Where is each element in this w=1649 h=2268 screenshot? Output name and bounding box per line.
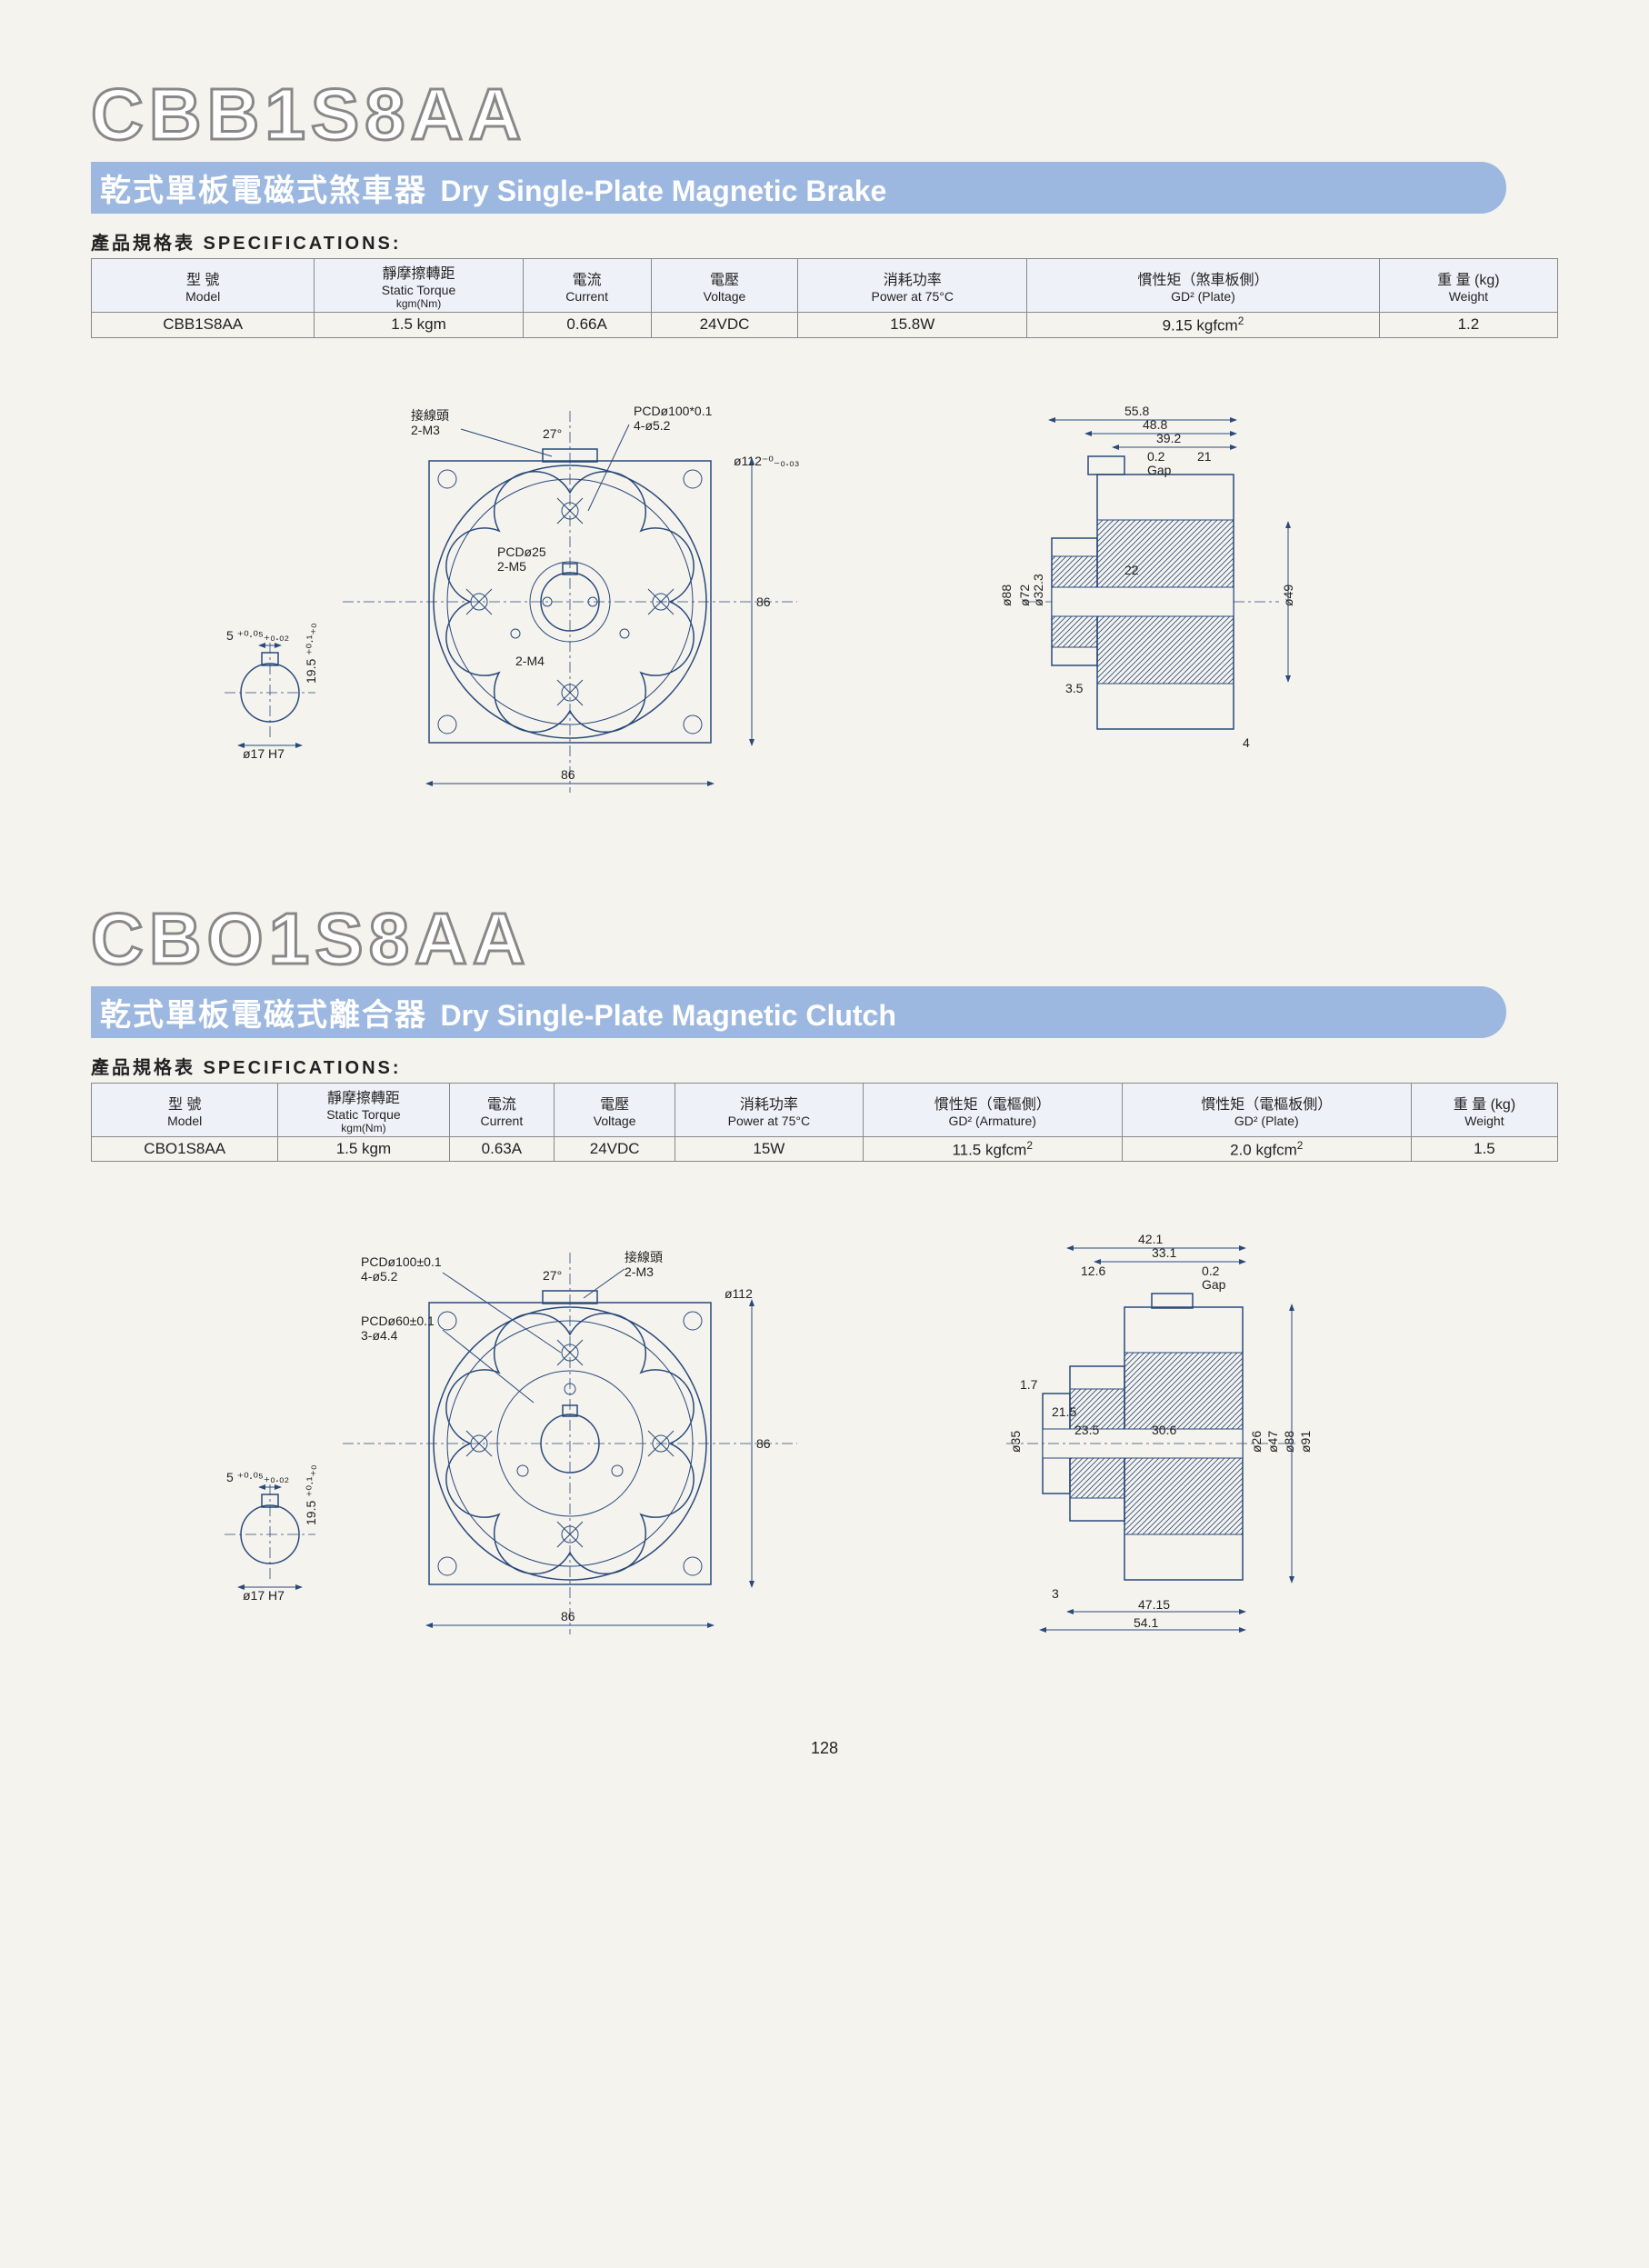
cell: 1.5 kgm — [278, 1136, 449, 1162]
cell: 1.5 — [1411, 1136, 1557, 1162]
svg-text:55.8: 55.8 — [1124, 404, 1149, 418]
cell: 24VDC — [555, 1136, 675, 1162]
svg-text:27°: 27° — [543, 1268, 562, 1283]
cell: 9.15 kgfcm2 — [1027, 313, 1380, 338]
svg-text:33.1: 33.1 — [1152, 1245, 1176, 1260]
svg-text:PCDø252-M5: PCDø252-M5 — [497, 545, 546, 574]
svg-text:27°: 27° — [543, 426, 562, 441]
subtitle-bar: 乾式單板電磁式離合器 Dry Single-Plate Magnetic Clu… — [91, 986, 1506, 1038]
svg-text:3: 3 — [1052, 1586, 1059, 1601]
svg-text:86: 86 — [756, 1436, 771, 1451]
col-header: 重 量 (kg)Weight — [1379, 259, 1557, 313]
drawing-area-1: 5 ⁺⁰·⁰⁵₊₀.₀₂ 19.5 ⁺⁰·¹₊₀ ø17 H7 — [91, 365, 1558, 843]
svg-text:47.15: 47.15 — [1138, 1597, 1170, 1612]
svg-text:4: 4 — [1243, 735, 1250, 750]
svg-text:PCDø60±0.13-ø4.4: PCDø60±0.13-ø4.4 — [361, 1314, 435, 1343]
col-header: 靜摩擦轉距Static Torquekgm(Nm) — [315, 259, 523, 313]
cell: 15W — [675, 1136, 863, 1162]
col-header: 慣性矩（電樞板側）GD² (Plate) — [1122, 1083, 1411, 1136]
col-header: 慣性矩（煞車板側）GD² (Plate) — [1027, 259, 1380, 313]
spec-table-1: 型 號Model靜摩擦轉距Static Torquekgm(Nm)電流Curre… — [91, 258, 1558, 338]
product-section-2: CBO1S8AA 乾式單板電磁式離合器 Dry Single-Plate Mag… — [91, 897, 1558, 1685]
svg-text:Gap: Gap — [1147, 463, 1172, 477]
svg-text:ø35: ø35 — [1008, 1431, 1023, 1453]
col-header: 型 號Model — [92, 259, 315, 313]
svg-text:42.1: 42.1 — [1138, 1232, 1163, 1246]
col-header: 電壓Voltage — [555, 1083, 675, 1136]
svg-text:接線頭2-M3: 接線頭2-M3 — [625, 1250, 663, 1279]
svg-text:ø88: ø88 — [1282, 1431, 1296, 1453]
product-title: CBB1S8AA — [91, 73, 1558, 156]
col-header: 重 量 (kg)Weight — [1411, 1083, 1557, 1136]
svg-text:5 ⁺⁰·⁰⁵₊₀.₀₂: 5 ⁺⁰·⁰⁵₊₀.₀₂ — [226, 628, 289, 643]
svg-text:22: 22 — [1124, 563, 1139, 577]
subtitle-bar: 乾式單板電磁式煞車器 Dry Single-Plate Magnetic Bra… — [91, 162, 1506, 214]
svg-text:86: 86 — [561, 1609, 575, 1624]
terminal-label: 接線頭2-M3 — [411, 408, 449, 437]
cell: 11.5 kgfcm2 — [863, 1136, 1122, 1162]
spec-label: 產品規格表 SPECIFICATIONS: — [91, 228, 1558, 255]
col-header: 型 號Model — [92, 1083, 278, 1136]
svg-text:ø32.3: ø32.3 — [1031, 574, 1045, 606]
svg-text:19.5 ⁺⁰·¹₊₀: 19.5 ⁺⁰·¹₊₀ — [304, 1464, 318, 1525]
subtitle-en: Dry Single-Plate Magnetic Brake — [440, 175, 886, 207]
subtitle-cn: 乾式單板電磁式離合器 — [100, 998, 427, 1033]
cell: CBO1S8AA — [92, 1136, 278, 1162]
col-header: 消耗功率Power at 75°C — [798, 259, 1027, 313]
cell: 0.66A — [523, 313, 651, 338]
svg-text:86: 86 — [756, 594, 771, 609]
svg-text:ø91: ø91 — [1298, 1431, 1313, 1453]
svg-text:PCDø100±0.14-ø5.2: PCDø100±0.14-ø5.2 — [361, 1254, 442, 1284]
svg-text:5 ⁺⁰·⁰⁵₊₀.₀₂: 5 ⁺⁰·⁰⁵₊₀.₀₂ — [226, 1470, 289, 1484]
cell: 0.63A — [449, 1136, 555, 1162]
svg-text:ø112⁻⁰₋₀.₀₃: ø112⁻⁰₋₀.₀₃ — [734, 454, 799, 468]
cell: 1.5 kgm — [315, 313, 523, 338]
drawing-area-2: 5 ⁺⁰·⁰⁵₊₀.₀₂ 19.5 ⁺⁰·¹₊₀ ø17 H7 — [91, 1189, 1558, 1684]
page-number: 128 — [91, 1739, 1558, 1758]
col-header: 電壓Voltage — [651, 259, 798, 313]
subtitle-en: Dry Single-Plate Magnetic Clutch — [440, 999, 895, 1032]
svg-text:23.5: 23.5 — [1074, 1423, 1099, 1437]
svg-text:ø47: ø47 — [1265, 1431, 1280, 1453]
subtitle-cn: 乾式單板電磁式煞車器 — [100, 174, 427, 208]
svg-text:19.5 ⁺⁰·¹₊₀: 19.5 ⁺⁰·¹₊₀ — [304, 623, 318, 684]
col-header: 電流Current — [523, 259, 651, 313]
svg-text:1.7: 1.7 — [1020, 1377, 1038, 1392]
product-section-1: CBB1S8AA 乾式單板電磁式煞車器 Dry Single-Plate Mag… — [91, 73, 1558, 843]
col-header: 慣性矩（電樞側）GD² (Armature) — [863, 1083, 1122, 1136]
svg-text:ø112: ø112 — [725, 1286, 753, 1301]
cell: 1.2 — [1379, 313, 1557, 338]
svg-text:12.6: 12.6 — [1081, 1264, 1105, 1278]
svg-text:ø26: ø26 — [1249, 1431, 1264, 1453]
svg-text:48.8: 48.8 — [1143, 417, 1167, 432]
product-title: CBO1S8AA — [91, 897, 1558, 981]
col-header: 電流Current — [449, 1083, 555, 1136]
svg-text:3.5: 3.5 — [1065, 681, 1084, 695]
cell: CBB1S8AA — [92, 313, 315, 338]
svg-text:39.2: 39.2 — [1156, 431, 1181, 445]
svg-text:ø17 H7: ø17 H7 — [243, 746, 285, 761]
svg-text:21: 21 — [1197, 449, 1212, 464]
col-header: 消耗功率Power at 75°C — [675, 1083, 863, 1136]
cell: 15.8W — [798, 313, 1027, 338]
spec-label: 產品規格表 SPECIFICATIONS: — [91, 1053, 1558, 1079]
svg-text:30.6: 30.6 — [1152, 1423, 1176, 1437]
svg-text:21.5: 21.5 — [1052, 1404, 1076, 1419]
cell: 2.0 kgfcm2 — [1122, 1136, 1411, 1162]
spec-table-2: 型 號Model靜摩擦轉距Static Torquekgm(Nm)電流Curre… — [91, 1083, 1558, 1163]
svg-text:Gap: Gap — [1202, 1277, 1226, 1292]
svg-text:54.1: 54.1 — [1134, 1615, 1158, 1630]
col-header: 靜摩擦轉距Static Torquekgm(Nm) — [278, 1083, 449, 1136]
svg-text:ø17 H7: ø17 H7 — [243, 1588, 285, 1603]
svg-text:0.2: 0.2 — [1147, 449, 1165, 464]
svg-text:0.2: 0.2 — [1202, 1264, 1220, 1278]
svg-text:ø72: ø72 — [1017, 584, 1032, 605]
cell: 24VDC — [651, 313, 798, 338]
svg-text:ø88: ø88 — [999, 584, 1014, 605]
svg-text:86: 86 — [561, 767, 575, 782]
svg-text:2-M4: 2-M4 — [515, 654, 545, 668]
pcd1-label: PCDø100*0.14-ø5.2 — [634, 404, 713, 433]
